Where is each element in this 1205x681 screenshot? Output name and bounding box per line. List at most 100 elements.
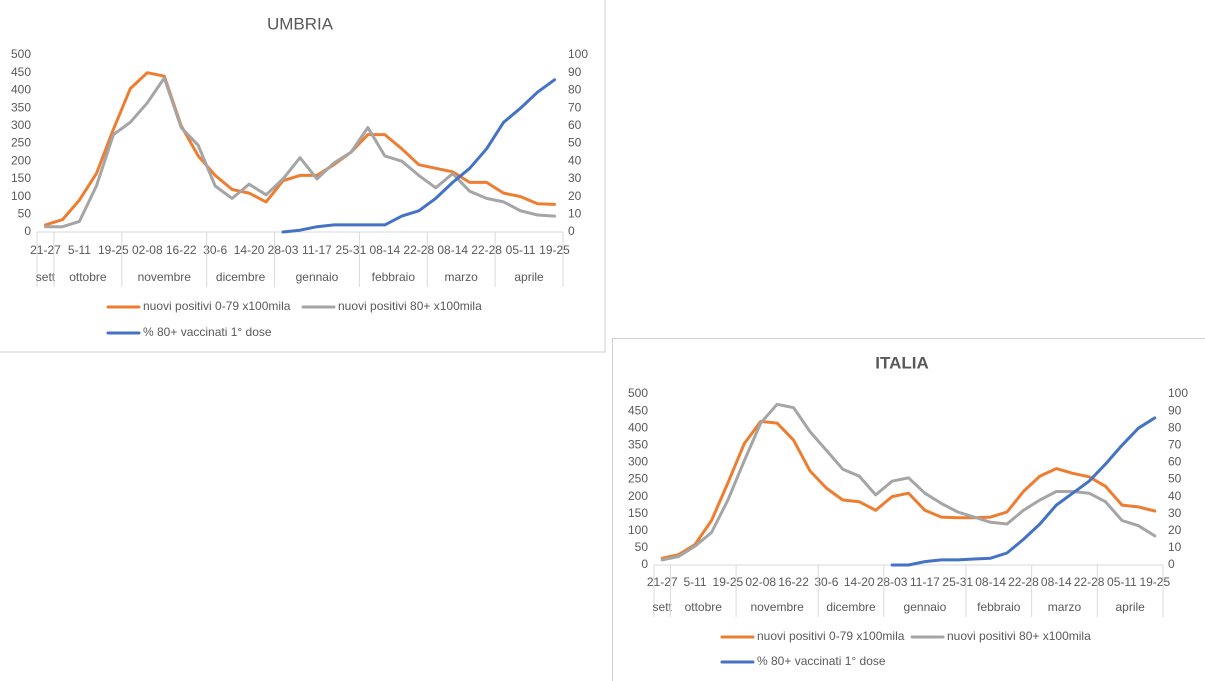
y2-tick-label: 80 [1168, 420, 1182, 434]
series-line [890, 416, 1157, 567]
y-tick-label: 300 [11, 118, 31, 132]
y-tick-label: 150 [628, 506, 648, 520]
y2-tick-label: 0 [568, 224, 575, 238]
y2-tick-label: 100 [568, 47, 588, 61]
x-tick-label: 02-08 [745, 575, 776, 589]
month-label: ottobre [69, 270, 107, 284]
x-tick-label: 22-28 [471, 243, 502, 257]
y2-tick-label: 100 [1168, 386, 1188, 400]
y2-tick-label: 90 [1168, 403, 1182, 417]
month-label: novembre [750, 600, 804, 614]
y-tick-label: 50 [635, 540, 649, 554]
month-label: sett [36, 270, 56, 284]
x-tick-label: 08-14 [437, 243, 468, 257]
month-label: ottobre [685, 600, 723, 614]
y2-tick-label: 0 [1168, 557, 1175, 571]
y2-tick-label: 10 [1168, 540, 1182, 554]
y-tick-label: 250 [11, 136, 31, 150]
y-tick-label: 0 [24, 224, 31, 238]
month-label: aprile [514, 270, 544, 284]
x-tick-label: 30-6 [203, 243, 227, 257]
x-tick-label: 25-31 [336, 243, 367, 257]
y-tick-label: 100 [11, 189, 31, 203]
y-tick-label: 350 [628, 437, 648, 451]
x-tick-label: 14-20 [234, 243, 265, 257]
legend-label: nuovi positivi 0-79 x100mila [143, 299, 291, 313]
month-label: novembre [138, 270, 192, 284]
y2-tick-label: 30 [568, 171, 582, 185]
y-tick-label: 400 [628, 420, 648, 434]
series-line [44, 76, 556, 229]
x-tick-label: 19-25 [1139, 575, 1170, 589]
x-tick-label: 19-25 [539, 243, 570, 257]
legend-label: % 80+ vaccinati 1° dose [143, 325, 272, 339]
y-tick-label: 350 [11, 100, 31, 114]
month-label: sett [653, 600, 673, 614]
legend-label: % 80+ vaccinati 1° dose [757, 654, 886, 668]
y-tick-label: 500 [628, 386, 648, 400]
x-tick-label: 19-25 [713, 575, 744, 589]
y-tick-label: 50 [18, 206, 32, 220]
x-tick-label: 16-22 [778, 575, 809, 589]
series-line [44, 71, 556, 227]
month-label: marzo [445, 270, 479, 284]
y-tick-label: 400 [11, 83, 31, 97]
x-tick-label: 5-11 [68, 243, 91, 257]
series-line [660, 419, 1157, 560]
y-tick-label: 450 [628, 403, 648, 417]
y2-tick-label: 70 [568, 100, 582, 114]
y2-tick-label: 60 [1168, 455, 1182, 469]
y-tick-label: 250 [628, 472, 648, 486]
y-tick-label: 500 [11, 47, 31, 61]
x-tick-label: 11-17 [302, 243, 332, 257]
y-tick-label: 200 [628, 489, 648, 503]
month-label: aprile [1115, 600, 1145, 614]
legend-label: nuovi positivi 0-79 x100mila [757, 629, 905, 643]
x-tick-label: 11-17 [910, 575, 940, 589]
y-tick-label: 200 [11, 153, 31, 167]
month-label: dicembre [826, 600, 876, 614]
month-label: dicembre [216, 270, 266, 284]
x-tick-label: 30-6 [814, 575, 838, 589]
x-tick-label: 28-03 [877, 575, 908, 589]
legend-label: nuovi positivi 80+ x100mila [338, 299, 482, 313]
x-tick-label: 22-28 [1074, 575, 1105, 589]
x-tick-label: 05-11 [1107, 575, 1137, 589]
y2-tick-label: 80 [568, 83, 582, 97]
y2-tick-label: 30 [1168, 506, 1182, 520]
month-label: febbraio [977, 600, 1021, 614]
x-tick-label: 08-14 [975, 575, 1006, 589]
y2-tick-label: 50 [568, 136, 582, 150]
y2-tick-label: 90 [568, 65, 582, 79]
x-tick-label: 02-08 [132, 243, 163, 257]
month-label: febbraio [372, 270, 416, 284]
y2-tick-label: 40 [568, 153, 582, 167]
x-tick-label: 25-31 [942, 575, 973, 589]
x-tick-label: 22-28 [1008, 575, 1039, 589]
y-tick-label: 100 [628, 523, 648, 537]
chart-frame [612, 338, 1205, 681]
chart-title: ITALIA [875, 353, 929, 372]
y2-tick-label: 60 [568, 118, 582, 132]
x-tick-label: 28-03 [268, 243, 299, 257]
month-label: gennaio [296, 270, 339, 284]
x-tick-label: 05-11 [506, 243, 536, 257]
y2-tick-label: 70 [1168, 437, 1182, 451]
series-line [281, 78, 556, 234]
chart-title: UMBRIA [267, 14, 334, 33]
x-tick-label: 14-20 [844, 575, 875, 589]
x-tick-label: 08-14 [369, 243, 400, 257]
y-tick-label: 300 [628, 455, 648, 469]
month-label: marzo [1048, 600, 1082, 614]
x-tick-label: 22-28 [403, 243, 434, 257]
y2-tick-label: 20 [1168, 523, 1182, 537]
month-label: gennaio [904, 600, 947, 614]
legend-label: nuovi positivi 80+ x100mila [947, 629, 1091, 643]
x-tick-label: 16-22 [166, 243, 197, 257]
x-tick-label: 21-27 [647, 575, 678, 589]
x-tick-label: 21-27 [30, 243, 61, 257]
y2-tick-label: 20 [568, 189, 582, 203]
y2-tick-label: 10 [568, 206, 582, 220]
y-tick-label: 150 [11, 171, 31, 185]
